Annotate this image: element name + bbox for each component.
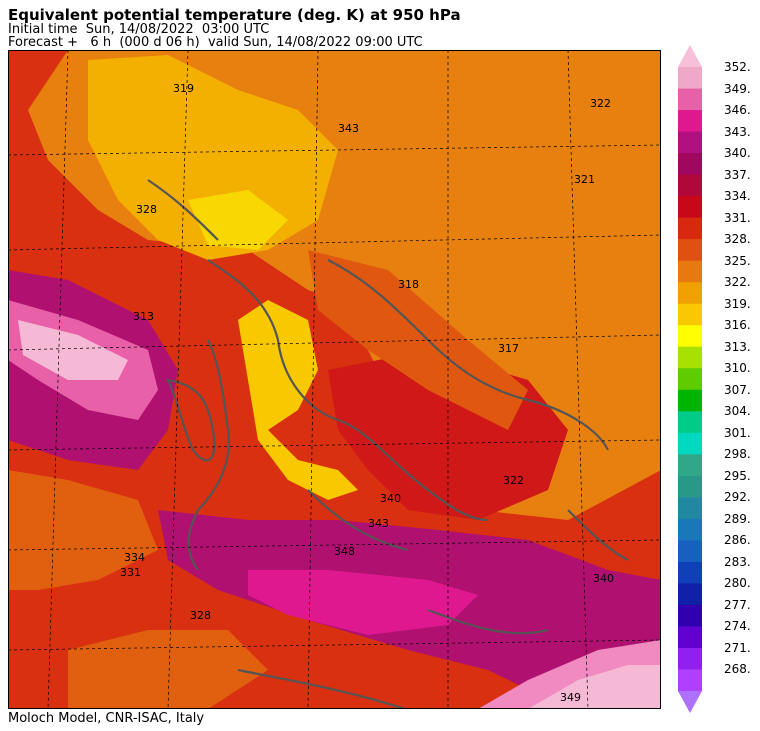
colorbar-swatch	[678, 88, 702, 111]
colorbar-swatch	[678, 131, 702, 154]
field-orange-sw-2	[68, 630, 268, 709]
contour-label: 349	[560, 691, 581, 704]
contour-label: 340	[380, 492, 401, 505]
contour-label: 328	[190, 609, 211, 622]
colorbar-tick-label: 268.	[724, 662, 751, 677]
colorbar-swatch	[678, 110, 702, 133]
colorbar-tick-label: 352.	[724, 60, 751, 74]
chart-title: Equivalent potential temperature (deg. K…	[8, 6, 461, 24]
colorbar-swatch	[678, 669, 702, 692]
colorbar-tick-label: 328.	[724, 232, 751, 247]
field-magenta-core	[248, 570, 478, 635]
colorbar-tick-label: 319.	[724, 296, 751, 311]
colorbar-swatch	[678, 153, 702, 176]
contour-label: 340	[593, 572, 614, 585]
colorbar-tick-label: 316.	[724, 318, 751, 333]
map-area: 319 322 321 318 317 328 343 340 322 348 …	[8, 50, 661, 709]
colorbar-swatch	[678, 626, 702, 649]
colorbar-swatch	[678, 260, 702, 283]
colorbar-swatch	[678, 561, 702, 584]
field-pale-pink-west	[18, 320, 128, 380]
colorbar-swatch	[678, 432, 702, 455]
contour-label: 322	[503, 474, 524, 487]
colorbar-swatch	[678, 303, 702, 326]
colorbar-tick-label: 337.	[724, 167, 751, 182]
contour-label: 343	[338, 122, 359, 135]
colorbar-swatch	[678, 647, 702, 670]
colorbar-swatch	[678, 196, 702, 219]
colorbar-tick-label: 349.	[724, 81, 751, 96]
contour-label: 328	[136, 203, 157, 216]
colorbar-swatch	[678, 282, 702, 305]
colorbar-tick-label: 295.	[724, 468, 751, 483]
coastlines	[147, 179, 629, 709]
contour-label: 321	[574, 173, 595, 186]
colorbar-swatch	[678, 604, 702, 627]
colorbar-swatch	[678, 475, 702, 498]
colorbar-tick-label: 346.	[724, 103, 751, 118]
colorbar-swatch	[678, 411, 702, 434]
colorbar-swatch	[678, 239, 702, 262]
forecast-time: Forecast + 6 h (000 d 06 h) valid Sun, 1…	[8, 35, 423, 50]
colorbar-tick-label: 322.	[724, 275, 751, 290]
field-yellow-italy	[238, 300, 358, 500]
colorbar-swatch	[678, 518, 702, 541]
colorbar-bottom-arrow	[678, 691, 702, 713]
colorbar	[678, 45, 702, 713]
field-orange-adriatic	[308, 250, 528, 430]
colorbar-swatch	[678, 389, 702, 412]
contour-label: 318	[398, 278, 419, 291]
contour-label: 319	[173, 82, 194, 95]
colorbar-swatch	[678, 497, 702, 520]
colorbar-tick-label: 298.	[724, 447, 751, 462]
colorbar-swatch	[678, 346, 702, 369]
colorbar-swatch	[678, 454, 702, 477]
colorbar-tick-label: 289.	[724, 511, 751, 526]
colorbar-tick-label: 286.	[724, 533, 751, 548]
colorbar-tick-label: 304.	[724, 404, 751, 419]
map-frame	[8, 50, 661, 709]
colorbar-swatch	[678, 217, 702, 240]
colorbar-swatch	[678, 368, 702, 391]
colorbar-tick-label: 313.	[724, 339, 751, 354]
colorbar-tick-label: 325.	[724, 253, 751, 268]
field-orange-sw	[8, 470, 158, 590]
field-pale-pink-se	[528, 665, 661, 709]
colorbar-tick-label: 307.	[724, 382, 751, 397]
colorbar-top-arrow	[678, 45, 702, 67]
colorbar-tick-label: 271.	[724, 640, 751, 655]
colorbar-swatch	[678, 174, 702, 197]
contour-label: 317	[498, 342, 519, 355]
colorbar-swatch	[678, 325, 702, 348]
colorbar-tick-label: 301.	[724, 425, 751, 440]
colorbar-tick-label: 280.	[724, 576, 751, 591]
colorbar-tick-label: 310.	[724, 361, 751, 376]
colorbar-tick-label: 334.	[724, 189, 751, 204]
contour-label: 343	[368, 517, 389, 530]
colorbar-swatch	[678, 540, 702, 563]
colorbar-tick-label: 331.	[724, 210, 751, 225]
contour-label: 331	[120, 566, 141, 579]
colorbar-tick-label: 292.	[724, 490, 751, 505]
colorbar-tick-label: 277.	[724, 597, 751, 612]
colorbar-tick-label: 283.	[724, 554, 751, 569]
contour-label: 348	[334, 545, 355, 558]
field-yellow-north	[88, 55, 338, 260]
footer-credit: Moloch Model, CNR-ISAC, Italy	[8, 711, 205, 726]
colorbar-swatch	[678, 67, 702, 90]
contour-label: 313	[133, 310, 154, 323]
colorbar-tick-label: 274.	[724, 619, 751, 634]
colorbar-tick-label: 340.	[724, 146, 751, 161]
contour-label: 322	[590, 97, 611, 110]
lat-lon-grid	[8, 50, 661, 709]
colorbar-swatch	[678, 583, 702, 606]
colorbar-tick-label: 343.	[724, 124, 751, 139]
contour-label: 334	[124, 551, 145, 564]
initial-time: Initial time Sun, 14/08/2022 03:00 UTC	[8, 22, 270, 37]
